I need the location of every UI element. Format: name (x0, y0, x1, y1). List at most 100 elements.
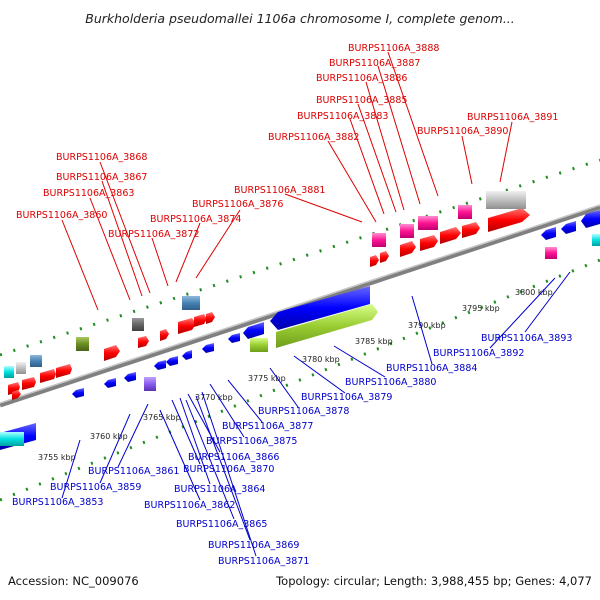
leader-line (195, 209, 241, 279)
accession-text: Accession: NC_009076 (8, 574, 139, 588)
reverse-gene-labels: BURPS1106A_3893 BURPS1106A_3892 BURPS110… (12, 333, 572, 567)
leader-line (201, 391, 257, 557)
gene-label[interactable]: BURPS1106A_3892 (433, 348, 524, 359)
gene-label[interactable]: BURPS1106A_3872 (108, 229, 199, 240)
reverse-gene (270, 286, 370, 330)
gene-label[interactable]: BURPS1106A_3880 (345, 377, 436, 388)
gene-label[interactable]: BURPS1106A_3865 (176, 519, 267, 530)
gene-label[interactable]: BURPS1106A_3867 (56, 172, 147, 183)
leader-line (179, 397, 211, 485)
gene-label[interactable]: BURPS1106A_3853 (12, 497, 103, 508)
leader-line (489, 277, 556, 349)
leader-line (524, 271, 571, 333)
gene-label[interactable]: BURPS1106A_3890 (417, 126, 508, 137)
leader-line (61, 219, 99, 311)
leader-line (209, 383, 245, 438)
gene-label[interactable]: BURPS1106A_3866 (188, 452, 279, 463)
gene-feature-cyan (592, 234, 600, 246)
leader-line (387, 51, 439, 197)
forward-gene (22, 377, 36, 390)
gene-label[interactable]: BURPS1106A_3864 (174, 484, 265, 495)
leader-line (365, 81, 405, 211)
forward-gene (194, 314, 207, 327)
gene-label[interactable]: BURPS1106A_3883 (297, 111, 388, 122)
tick-label: 3790 kbp (408, 321, 446, 330)
forward-gene (380, 251, 389, 263)
reverse-gene (228, 333, 240, 343)
reverse-gene (124, 372, 136, 382)
gene-label[interactable]: BURPS1106A_3860 (16, 210, 107, 221)
leader-line (89, 197, 131, 301)
reverse-gene (561, 221, 576, 234)
inner-dotted-track (0, 258, 600, 502)
reverse-gene (581, 210, 600, 228)
gene-label[interactable]: BURPS1106A_3862 (144, 500, 235, 511)
leader-line (349, 118, 385, 215)
forward-gene (370, 255, 379, 267)
forward-gene-labels: BURPS1106A_3888 BURPS1106A_3887 BURPS110… (16, 43, 558, 240)
rna-gene (372, 233, 386, 247)
gene-label[interactable]: BURPS1106A_3886 (316, 73, 407, 84)
gene-label[interactable]: BURPS1106A_3859 (50, 482, 141, 493)
forward-gene (400, 241, 416, 257)
gene-label[interactable]: BURPS1106A_3876 (192, 199, 283, 210)
forward-gene (40, 369, 56, 383)
forward-gene (206, 312, 215, 324)
gene-label[interactable]: BURPS1106A_3878 (258, 406, 349, 417)
leader-line (411, 295, 433, 365)
forward-strand-genes (4, 191, 530, 400)
leader-line (293, 355, 346, 394)
gene-label[interactable]: BURPS1106A_3887 (329, 58, 420, 69)
reverse-leader-lines (61, 271, 571, 557)
gene-feature-steel (30, 355, 42, 367)
tick-label: 3760 kbp (90, 432, 128, 441)
gene-label[interactable]: BURPS1106A_3881 (234, 185, 325, 196)
gene-label[interactable]: BURPS1106A_3888 (348, 43, 439, 54)
genome-backbone-highlight (0, 204, 600, 404)
pseudogene (486, 191, 526, 209)
reverse-gene (166, 356, 178, 366)
gene-feature-lime (250, 338, 268, 352)
leader-line (171, 399, 201, 465)
gene-label[interactable]: BURPS1106A_3861 (88, 466, 179, 477)
gene-label[interactable]: BURPS1106A_3882 (268, 132, 359, 143)
leader-line (333, 345, 386, 378)
gene-label[interactable]: BURPS1106A_3893 (481, 333, 572, 344)
gene-label[interactable]: BURPS1106A_3863 (43, 188, 134, 199)
tick-label: 3795 kbp (462, 304, 500, 313)
reverse-gene (72, 388, 84, 398)
gene-label[interactable]: BURPS1106A_3871 (218, 556, 309, 567)
gene-label[interactable]: BURPS1106A_3891 (467, 112, 558, 123)
tick-label: 3800 kbp (515, 288, 553, 297)
gene-feature-steel (182, 296, 200, 310)
gene-label[interactable]: BURPS1106A_3868 (56, 152, 147, 163)
reverse-gene (541, 227, 556, 240)
forward-leader-lines (61, 51, 513, 311)
scale-labels: 3755 kbp 3760 kbp 3765 kbp 3770 kbp 3775… (38, 288, 553, 462)
gene-feature-dark (132, 318, 144, 331)
gene-label[interactable]: BURPS1106A_3885 (316, 95, 407, 106)
leader-line (284, 193, 363, 223)
gene-label[interactable]: BURPS1106A_3870 (183, 464, 274, 475)
forward-gene (488, 208, 530, 232)
gene-feature-purple (144, 377, 156, 391)
gene-label[interactable]: BURPS1106A_3884 (386, 363, 477, 374)
leader-line (99, 413, 131, 484)
forward-gene (462, 222, 480, 238)
leader-line (461, 135, 473, 185)
map-title: Burkholderia pseudomallei 1106a chromoso… (85, 11, 515, 26)
gene-label[interactable]: BURPS1106A_3879 (301, 392, 392, 403)
reverse-gene (202, 343, 214, 353)
gene-label[interactable]: BURPS1106A_3874 (150, 214, 241, 225)
gene-label[interactable]: BURPS1106A_3869 (208, 540, 299, 551)
gene-label[interactable]: BURPS1106A_3877 (222, 421, 313, 432)
tick-label: 3765 kbp (143, 413, 181, 422)
leader-line (175, 222, 201, 283)
leader-line (185, 399, 235, 520)
leader-line (227, 379, 263, 423)
gene-feature-cyan (4, 366, 14, 378)
tick-label: 3775 kbp (248, 374, 286, 383)
leader-line (117, 403, 149, 468)
gene-label[interactable]: BURPS1106A_3875 (206, 436, 297, 447)
gene-feature-cyan (0, 432, 24, 446)
